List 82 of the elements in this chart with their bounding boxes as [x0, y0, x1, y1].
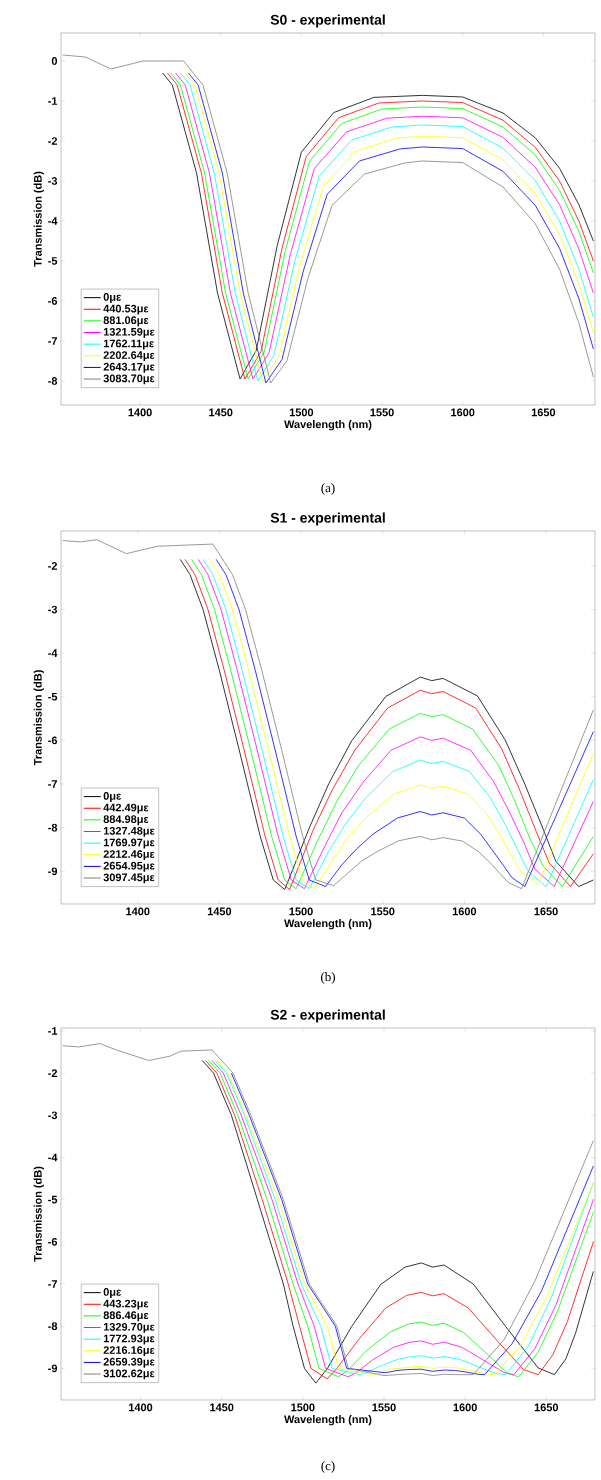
x-tick-label: 1650: [531, 408, 556, 417]
y-tick-label: -3: [48, 605, 58, 614]
y-tick-label: -4: [48, 649, 58, 657]
y-tick-label: -2: [48, 137, 58, 145]
y-tick-label: -6: [48, 736, 58, 745]
y-tick-label: 0: [51, 57, 58, 65]
legend-label: 0με: [103, 792, 122, 802]
legend-label: 2643.17με: [103, 362, 155, 373]
chart-title: S2 - experimental: [270, 1009, 385, 1023]
x-tick-label: 1500: [289, 907, 313, 916]
y-tick-label: -2: [48, 562, 58, 570]
x-tick-label: 1550: [371, 907, 395, 916]
y-tick-label: -1: [48, 1027, 58, 1035]
legend-label: 442.49με: [103, 803, 149, 814]
y-tick-label: -4: [48, 217, 58, 225]
line-series: [62, 54, 594, 384]
legend-label: 0με: [103, 293, 122, 303]
x-tick-label: 1400: [126, 907, 150, 916]
y-tick-label: -7: [48, 337, 57, 345]
y-tick-label: -5: [48, 1195, 58, 1204]
legend-label: 3102.62με: [103, 1369, 155, 1380]
legend-label: 1762.11με: [103, 339, 154, 350]
legend-label: 881.06με: [103, 316, 149, 327]
y-axis-title: Transmission (dB): [33, 1166, 44, 1262]
y-axis-title: Transmission (dB): [33, 171, 44, 267]
legend-label: 440.53με: [103, 304, 149, 315]
y-tick-label: -8: [48, 823, 58, 832]
x-tick-label: 1550: [372, 1403, 396, 1412]
x-tick-label: 1450: [207, 907, 232, 916]
legend-label: 443.23με: [103, 1299, 149, 1310]
x-tick-label: 1600: [452, 907, 477, 916]
legend-label: 0με: [103, 1288, 122, 1298]
legend-label: 2659.39με: [103, 1357, 155, 1368]
text: (b): [321, 972, 335, 984]
y-tick-label: -6: [48, 1237, 58, 1246]
x-tick-label: 1600: [453, 1403, 477, 1412]
x-tick-label: 1400: [129, 1403, 153, 1412]
y-tick-label: -1: [48, 97, 58, 105]
x-tick-label: 1500: [289, 408, 314, 417]
line-series: [62, 539, 594, 890]
x-tick-label: 1650: [534, 907, 558, 916]
chart-title: S1 - experimental: [270, 512, 385, 526]
y-tick-label: -8: [48, 377, 58, 385]
y-tick-label: -3: [48, 177, 58, 185]
text: (c): [321, 1461, 335, 1473]
chart-title: S0 - experimental: [270, 14, 385, 28]
x-tick-label: 1550: [370, 408, 394, 417]
y-tick-label: -4: [48, 1153, 58, 1162]
y-tick-label: -5: [48, 692, 58, 701]
legend-label: 2216.16με: [103, 1346, 155, 1357]
legend-label: 3083.70με: [103, 374, 155, 385]
x-tick-label: 1650: [534, 1403, 559, 1412]
text: (a): [321, 483, 335, 495]
y-tick-label: -7: [48, 1280, 57, 1288]
legend-label: 2654.95με: [103, 861, 155, 872]
y-tick-label: -7: [48, 780, 57, 788]
x-tick-label: 1450: [209, 408, 233, 417]
x-tick-label: 1600: [451, 408, 475, 417]
legend-label: 2202.64με: [103, 351, 155, 362]
y-tick-label: -3: [48, 1111, 58, 1120]
x-tick-label: 1400: [128, 408, 152, 417]
y-axis-title: Transmission (dB): [33, 670, 44, 766]
legend-label: 2212.46με: [103, 850, 155, 861]
y-tick-label: -5: [48, 257, 58, 265]
x-axis-title: Wavelength (nm): [284, 1415, 372, 1426]
y-tick-label: -9: [48, 867, 58, 876]
y-tick-label: -9: [48, 1364, 58, 1373]
x-axis-title: Wavelength (nm): [284, 420, 372, 431]
legend-label: 1327.48με: [103, 826, 155, 837]
legend-label: 3097.45με: [103, 873, 155, 884]
legend-label: 1329.70με: [103, 1322, 155, 1333]
x-tick-label: 1450: [210, 1403, 234, 1412]
x-axis-title: Wavelength (nm): [284, 919, 372, 930]
legend-label: 1769.97με: [103, 838, 155, 849]
legend-label: 1772.93με: [103, 1334, 155, 1345]
x-tick-label: 1500: [291, 1403, 315, 1412]
legend-label: 886.46με: [103, 1311, 149, 1322]
legend-label: 1321.59με: [103, 327, 155, 338]
y-tick-label: -6: [48, 297, 58, 305]
legend-label: 884.98με: [103, 815, 149, 826]
y-tick-label: -2: [48, 1069, 58, 1077]
y-tick-label: -8: [48, 1322, 58, 1331]
